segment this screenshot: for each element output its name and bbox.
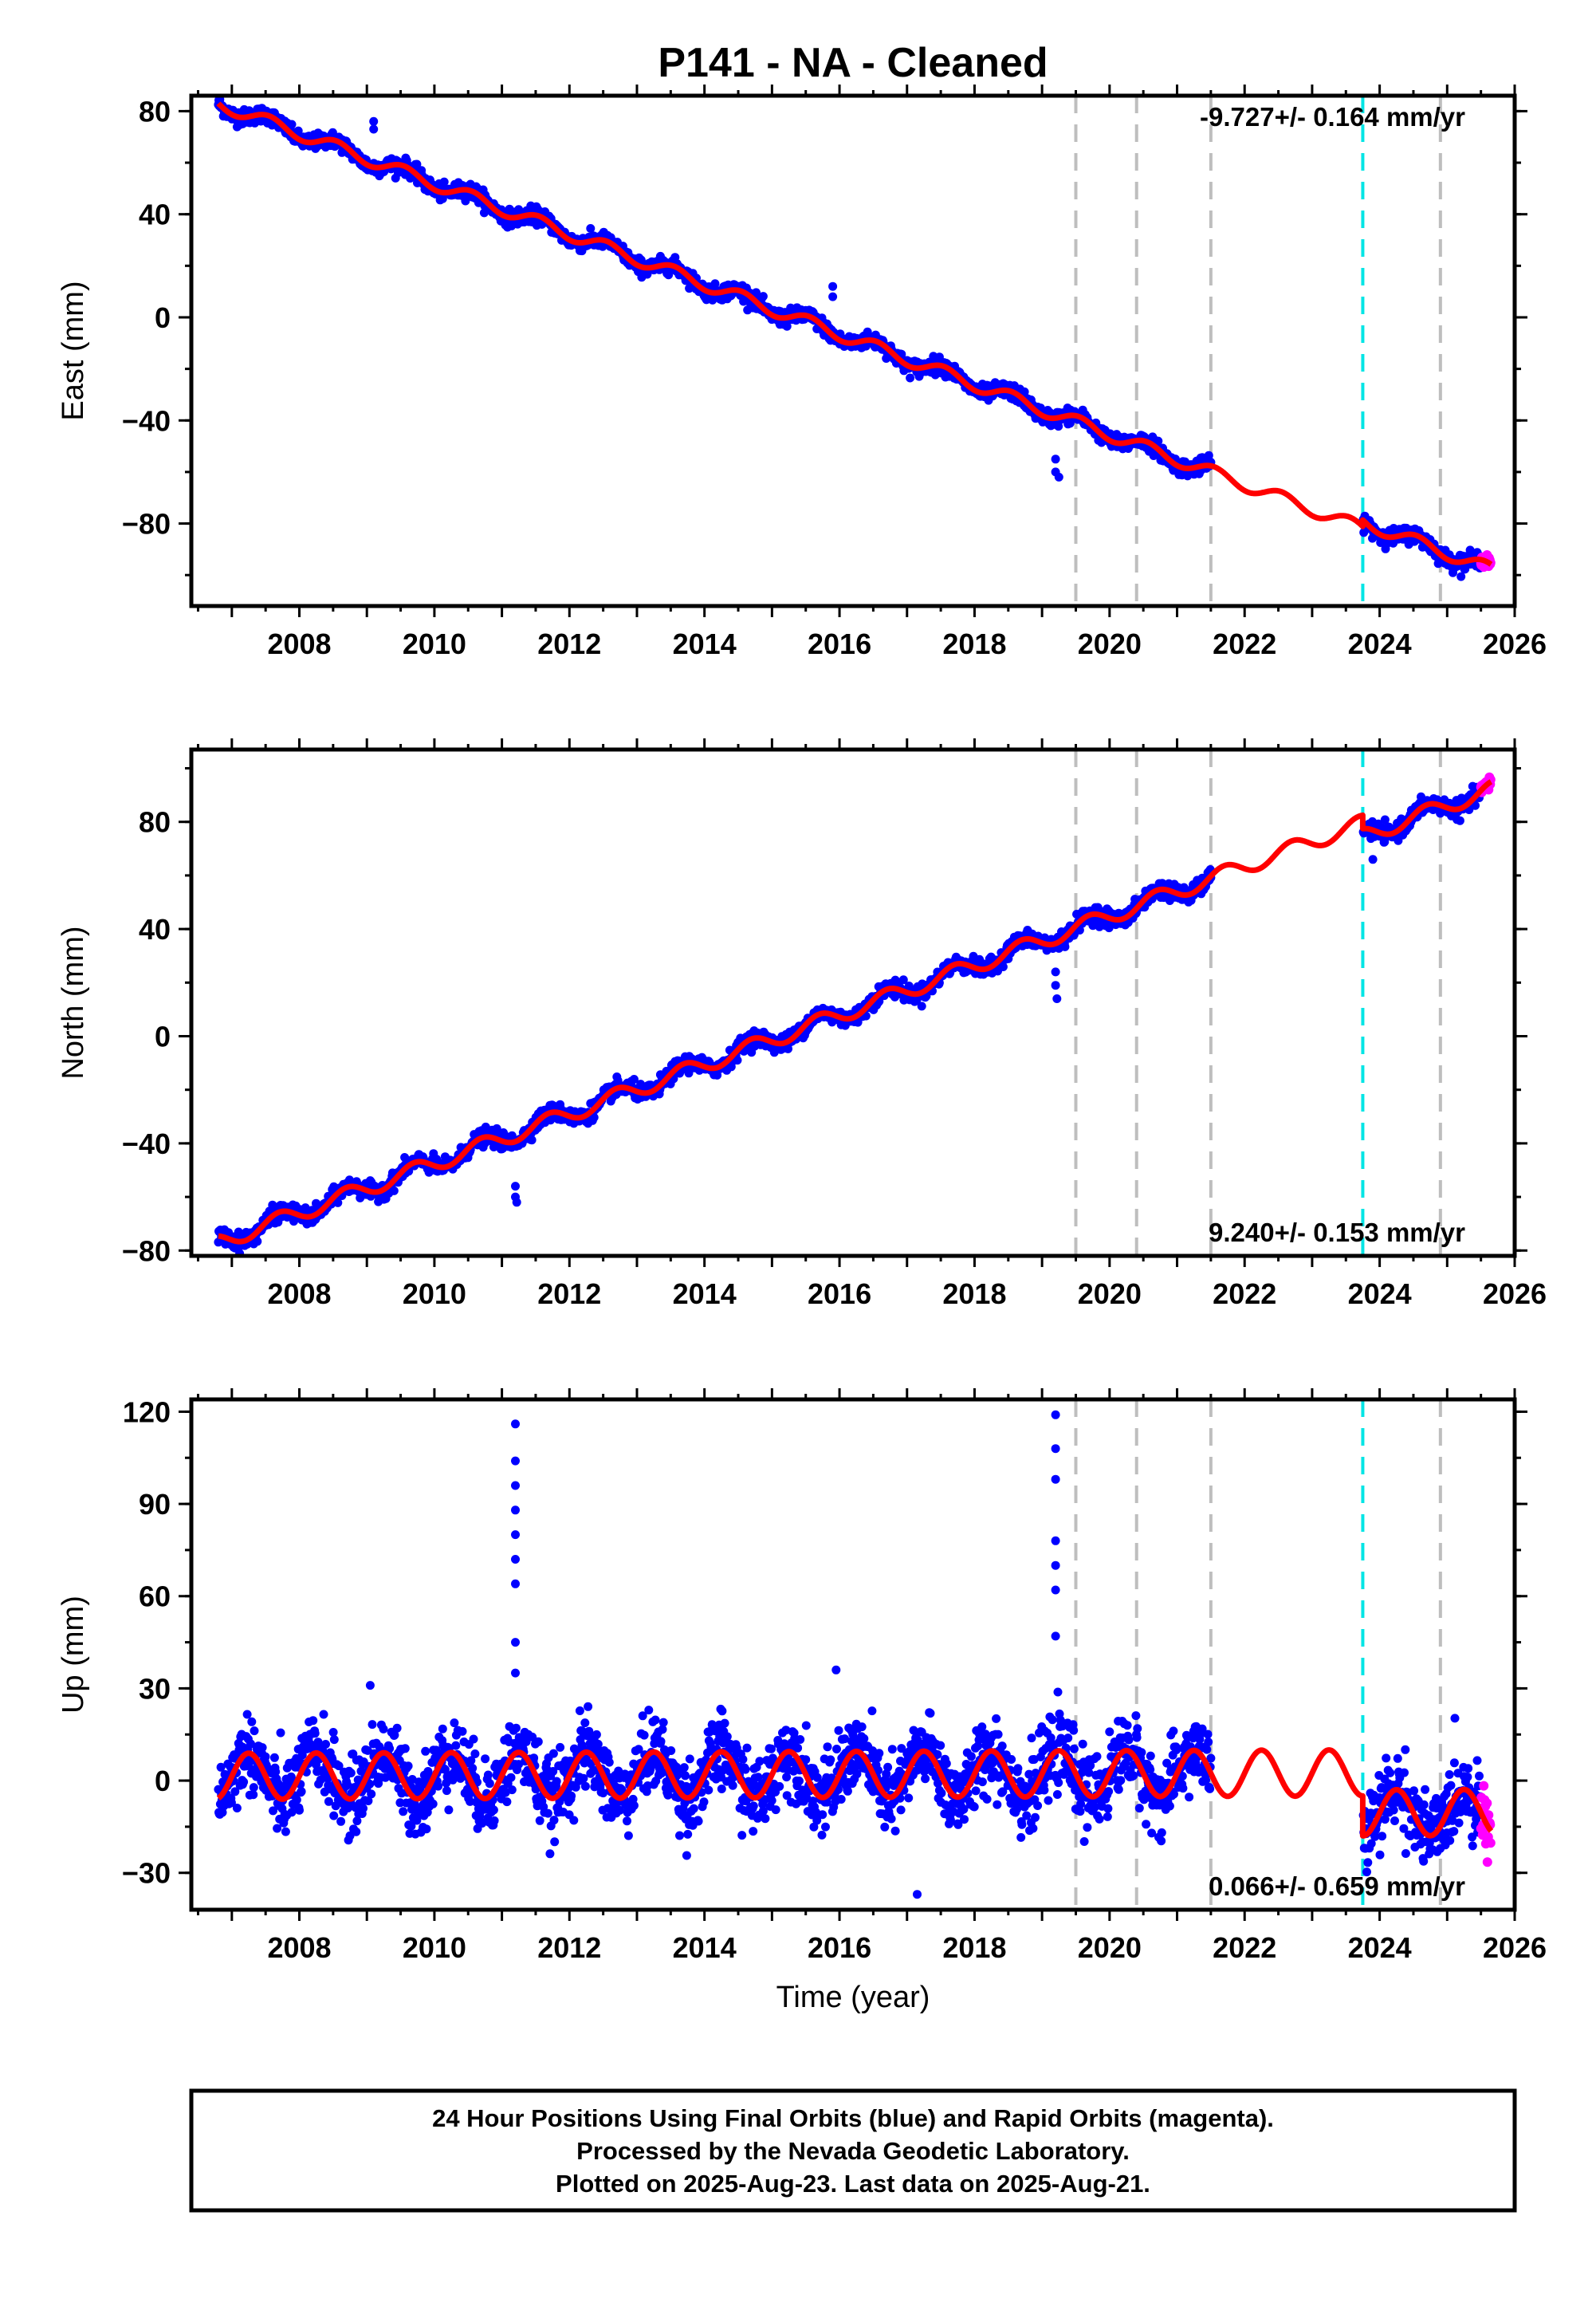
north-final-point — [389, 1186, 399, 1195]
up-final-point — [329, 1811, 339, 1820]
north-final-point — [1060, 942, 1070, 951]
north-outlier-point — [512, 1198, 521, 1207]
north-x-tick-label: 2022 — [1213, 1277, 1276, 1310]
east-x-tick-label: 2012 — [537, 628, 601, 660]
east-final-point — [293, 126, 303, 136]
up-final-point — [297, 1787, 306, 1796]
up-final-point — [329, 1735, 339, 1745]
north-y-tick-label: −80 — [122, 1234, 171, 1267]
east-final-point — [664, 270, 674, 280]
north-y-tick-label: 80 — [139, 806, 171, 839]
north-y-axis-label: North (mm) — [57, 926, 90, 1079]
east-outlier-point — [828, 281, 838, 291]
north-final-point — [998, 962, 1008, 971]
north-data — [214, 772, 1496, 1256]
east-y-tick-label: −40 — [122, 404, 171, 437]
east-x-tick-label: 2024 — [1348, 628, 1412, 660]
north-outlier-point — [1052, 994, 1062, 1003]
east-final-point — [287, 120, 297, 129]
up-final-point — [261, 1752, 270, 1761]
up-final-point — [276, 1728, 285, 1737]
up-final-point — [239, 1777, 249, 1787]
up-final-point — [242, 1710, 252, 1719]
east-panel: 2008 2010 2012 2014 2016 2018 2020 2022 2024 2026… — [57, 85, 1547, 660]
north-panel: 2008 2010 2012 2014 2016 2018 2020 2022 2024 2026… — [57, 738, 1547, 1310]
east-outlier-point — [369, 124, 379, 134]
north-x-tick-label: 2026 — [1483, 1277, 1547, 1310]
up-final-point — [247, 1717, 257, 1726]
north-outlier-point — [1051, 981, 1060, 990]
east-x-tick-label: 2022 — [1213, 628, 1276, 660]
up-final-point — [269, 1753, 279, 1762]
east-x-tick-label: 2014 — [673, 628, 737, 660]
up-final-point — [281, 1827, 290, 1836]
east-x-tick-label: 2016 — [808, 628, 871, 660]
north-outlier-point — [1051, 967, 1060, 977]
up-data — [214, 1410, 1496, 1899]
north-velocity-label: 9.240+/- 0.153 mm/yr — [1209, 1218, 1465, 1247]
north-y-tick-label: 40 — [139, 913, 171, 946]
east-final-point — [439, 177, 449, 187]
up-final-point — [319, 1710, 328, 1719]
up-final-point — [336, 1816, 346, 1826]
east-x-tick-label: 2008 — [267, 628, 331, 660]
up-final-point — [310, 1729, 320, 1738]
east-outlier-point — [369, 116, 379, 126]
north-final-point — [917, 1002, 926, 1011]
up-final-point — [295, 1805, 304, 1815]
north-x-tick-label: 2012 — [537, 1277, 601, 1310]
east-x-tick-label: 2018 — [942, 628, 1006, 660]
north-x-tick-label: 2008 — [267, 1277, 331, 1310]
page-title: P141 - NA - Cleaned — [658, 40, 1048, 86]
up-final-point — [321, 1740, 330, 1749]
up-final-point — [250, 1726, 259, 1736]
east-data — [214, 96, 1496, 581]
north-x-tick-label: 2020 — [1078, 1277, 1142, 1310]
up-panel: 2008 2010 2012 2014 2016 2018 2020 2022 2024 2026… — [57, 1388, 1547, 2014]
east-y-tick-label: 40 — [139, 199, 171, 231]
east-outlier-point — [1054, 472, 1063, 482]
east-y-axis-label: East (mm) — [57, 281, 90, 420]
north-final-point — [527, 1135, 537, 1145]
north-x-tick-label: 2024 — [1348, 1277, 1412, 1310]
up-final-point — [249, 1783, 258, 1793]
north-outlier-point — [511, 1182, 520, 1191]
east-y-tick-label: −80 — [122, 508, 171, 541]
east-final-point — [758, 292, 768, 301]
east-y-tick-label: 80 — [139, 95, 171, 128]
east-outlier-point — [828, 292, 838, 301]
north-x-tick-label: 2018 — [942, 1277, 1006, 1310]
up-final-point — [257, 1743, 267, 1753]
up-final-point — [232, 1804, 242, 1812]
east-final-point — [906, 373, 915, 383]
east-x-tick-label: 2010 — [403, 628, 466, 660]
east-final-point — [461, 196, 470, 206]
north-x-tick-label: 2010 — [403, 1277, 466, 1310]
east-velocity-label: -9.727+/- 0.164 mm/yr — [1200, 102, 1465, 132]
east-final-point — [412, 159, 422, 169]
north-y-tick-label: 0 — [155, 1020, 171, 1053]
north-x-tick-label: 2014 — [673, 1277, 737, 1310]
up-final-series — [214, 1410, 1485, 1899]
east-x-tick-label: 2026 — [1483, 628, 1547, 660]
up-final-point — [309, 1716, 318, 1726]
east-final-point — [586, 224, 596, 233]
north-outlier-point — [1368, 855, 1378, 864]
north-y-tick-label: −40 — [122, 1127, 171, 1160]
north-final-point — [1455, 816, 1464, 825]
up-final-point — [292, 1795, 301, 1804]
north-x-tick-label: 2016 — [808, 1277, 871, 1310]
east-y-tick-label: 0 — [155, 301, 171, 334]
east-outlier-point — [1051, 455, 1060, 464]
east-x-tick-label: 2020 — [1078, 628, 1142, 660]
